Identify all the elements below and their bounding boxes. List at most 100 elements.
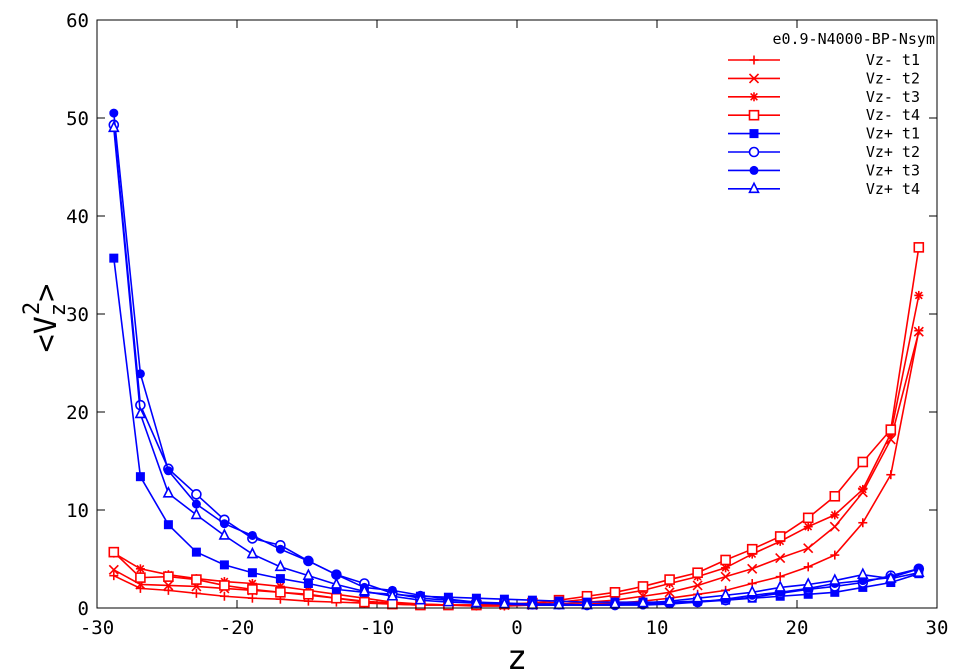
- y-tick-label: 10: [66, 500, 89, 522]
- data-point: [775, 552, 786, 564]
- plot-area: [108, 108, 925, 611]
- data-point: [581, 597, 593, 610]
- legend-label: Vz+ t3: [866, 161, 920, 179]
- series-vz-t3: [109, 108, 924, 610]
- y-tick-label: 60: [66, 10, 89, 32]
- data-point: [553, 597, 565, 610]
- data-point: [246, 546, 259, 559]
- data-point: [247, 584, 258, 595]
- data-point: [913, 242, 925, 253]
- data-point: [331, 592, 342, 604]
- data-point: [748, 73, 760, 84]
- data-point: [303, 588, 314, 600]
- data-point: [302, 568, 315, 580]
- y-tick-labels: 0 10 20 30 40 50 60: [66, 10, 89, 620]
- data-point: [275, 544, 285, 554]
- data-point: [829, 521, 840, 532]
- series-vz-t4: [108, 120, 925, 610]
- y-axis-title-close: >: [29, 284, 64, 302]
- x-tick-label: -10: [360, 617, 394, 639]
- data-point: [219, 591, 229, 601]
- data-point: [387, 598, 398, 610]
- y-tick-label: 20: [66, 402, 89, 424]
- data-point: [747, 563, 758, 574]
- data-point: [331, 584, 341, 594]
- data-point: [858, 484, 868, 494]
- data-point: [914, 290, 924, 300]
- series-line: [113, 127, 919, 606]
- series-line: [113, 330, 920, 607]
- data-point: [303, 556, 313, 566]
- data-point: [774, 531, 786, 542]
- data-point: [275, 587, 286, 598]
- legend-title: e0.9-N4000-BP-Nsym: [772, 30, 935, 48]
- series-vz-t1: [109, 253, 924, 607]
- series-line: [113, 295, 920, 606]
- data-point: [191, 499, 201, 509]
- data-point: [108, 120, 120, 133]
- data-point: [218, 528, 231, 540]
- x-tick-label: 0: [511, 617, 522, 639]
- data-point: [913, 565, 925, 578]
- data-point: [746, 543, 758, 555]
- data-point: [748, 181, 760, 194]
- data-point: [720, 571, 731, 582]
- data-point: [303, 579, 313, 588]
- legend-label: Vz+ t4: [866, 180, 920, 198]
- legend-label: Vz+ t1: [866, 125, 920, 143]
- legend-label: Vz+ t2: [866, 143, 920, 161]
- data-point: [719, 587, 732, 600]
- legend-entry: Vz- t4: [728, 106, 920, 124]
- data-point: [163, 520, 173, 530]
- data-point: [135, 472, 145, 482]
- y-axis-title-base: <V: [29, 316, 64, 352]
- data-point: [830, 587, 840, 597]
- data-point: [134, 406, 147, 419]
- legend-entry: Vz+ t2: [728, 143, 920, 161]
- data-point: [746, 585, 758, 597]
- data-point: [414, 592, 427, 605]
- data-point: [802, 512, 814, 524]
- data-point: [219, 580, 230, 591]
- data-point: [609, 587, 621, 598]
- legend-label: Vz- t1: [866, 51, 920, 69]
- data-point: [135, 564, 145, 574]
- data-point: [219, 519, 229, 529]
- data-point: [359, 596, 370, 608]
- legend-entry: Vz- t3: [728, 88, 920, 106]
- x-tick-label: -30: [80, 617, 114, 639]
- x-tick-labels: -30 -20 -10 0 10 20 30: [80, 617, 949, 639]
- data-point: [163, 466, 173, 476]
- data-point: [386, 588, 399, 601]
- data-point: [802, 577, 814, 589]
- data-point: [830, 510, 840, 520]
- data-point: [109, 571, 119, 581]
- plot-frame: [96, 19, 938, 609]
- data-point: [885, 424, 897, 435]
- data-point: [247, 593, 257, 603]
- data-point: [109, 108, 119, 118]
- data-point: [664, 587, 675, 598]
- data-point: [720, 554, 731, 566]
- legend-entry: Vz+ t4: [728, 180, 920, 198]
- data-point: [358, 584, 371, 596]
- x-tick-label: 20: [786, 617, 809, 639]
- series-vz-t3: [109, 290, 924, 610]
- x-tick-label: 10: [646, 617, 669, 639]
- data-point: [219, 560, 229, 570]
- y-tick-label: 30: [66, 304, 89, 326]
- data-point: [829, 573, 841, 585]
- data-point: [663, 593, 676, 606]
- legend-entry: Vz- t2: [728, 69, 920, 87]
- data-point: [774, 580, 786, 592]
- y-tick-label: 0: [78, 598, 89, 620]
- data-point: [274, 559, 287, 572]
- data-point: [162, 486, 175, 498]
- legend-label: Vz- t3: [866, 88, 920, 106]
- legend-entry: Vz+ t3: [728, 161, 920, 179]
- data-point: [191, 547, 201, 557]
- data-point: [830, 550, 840, 560]
- data-point: [135, 369, 145, 379]
